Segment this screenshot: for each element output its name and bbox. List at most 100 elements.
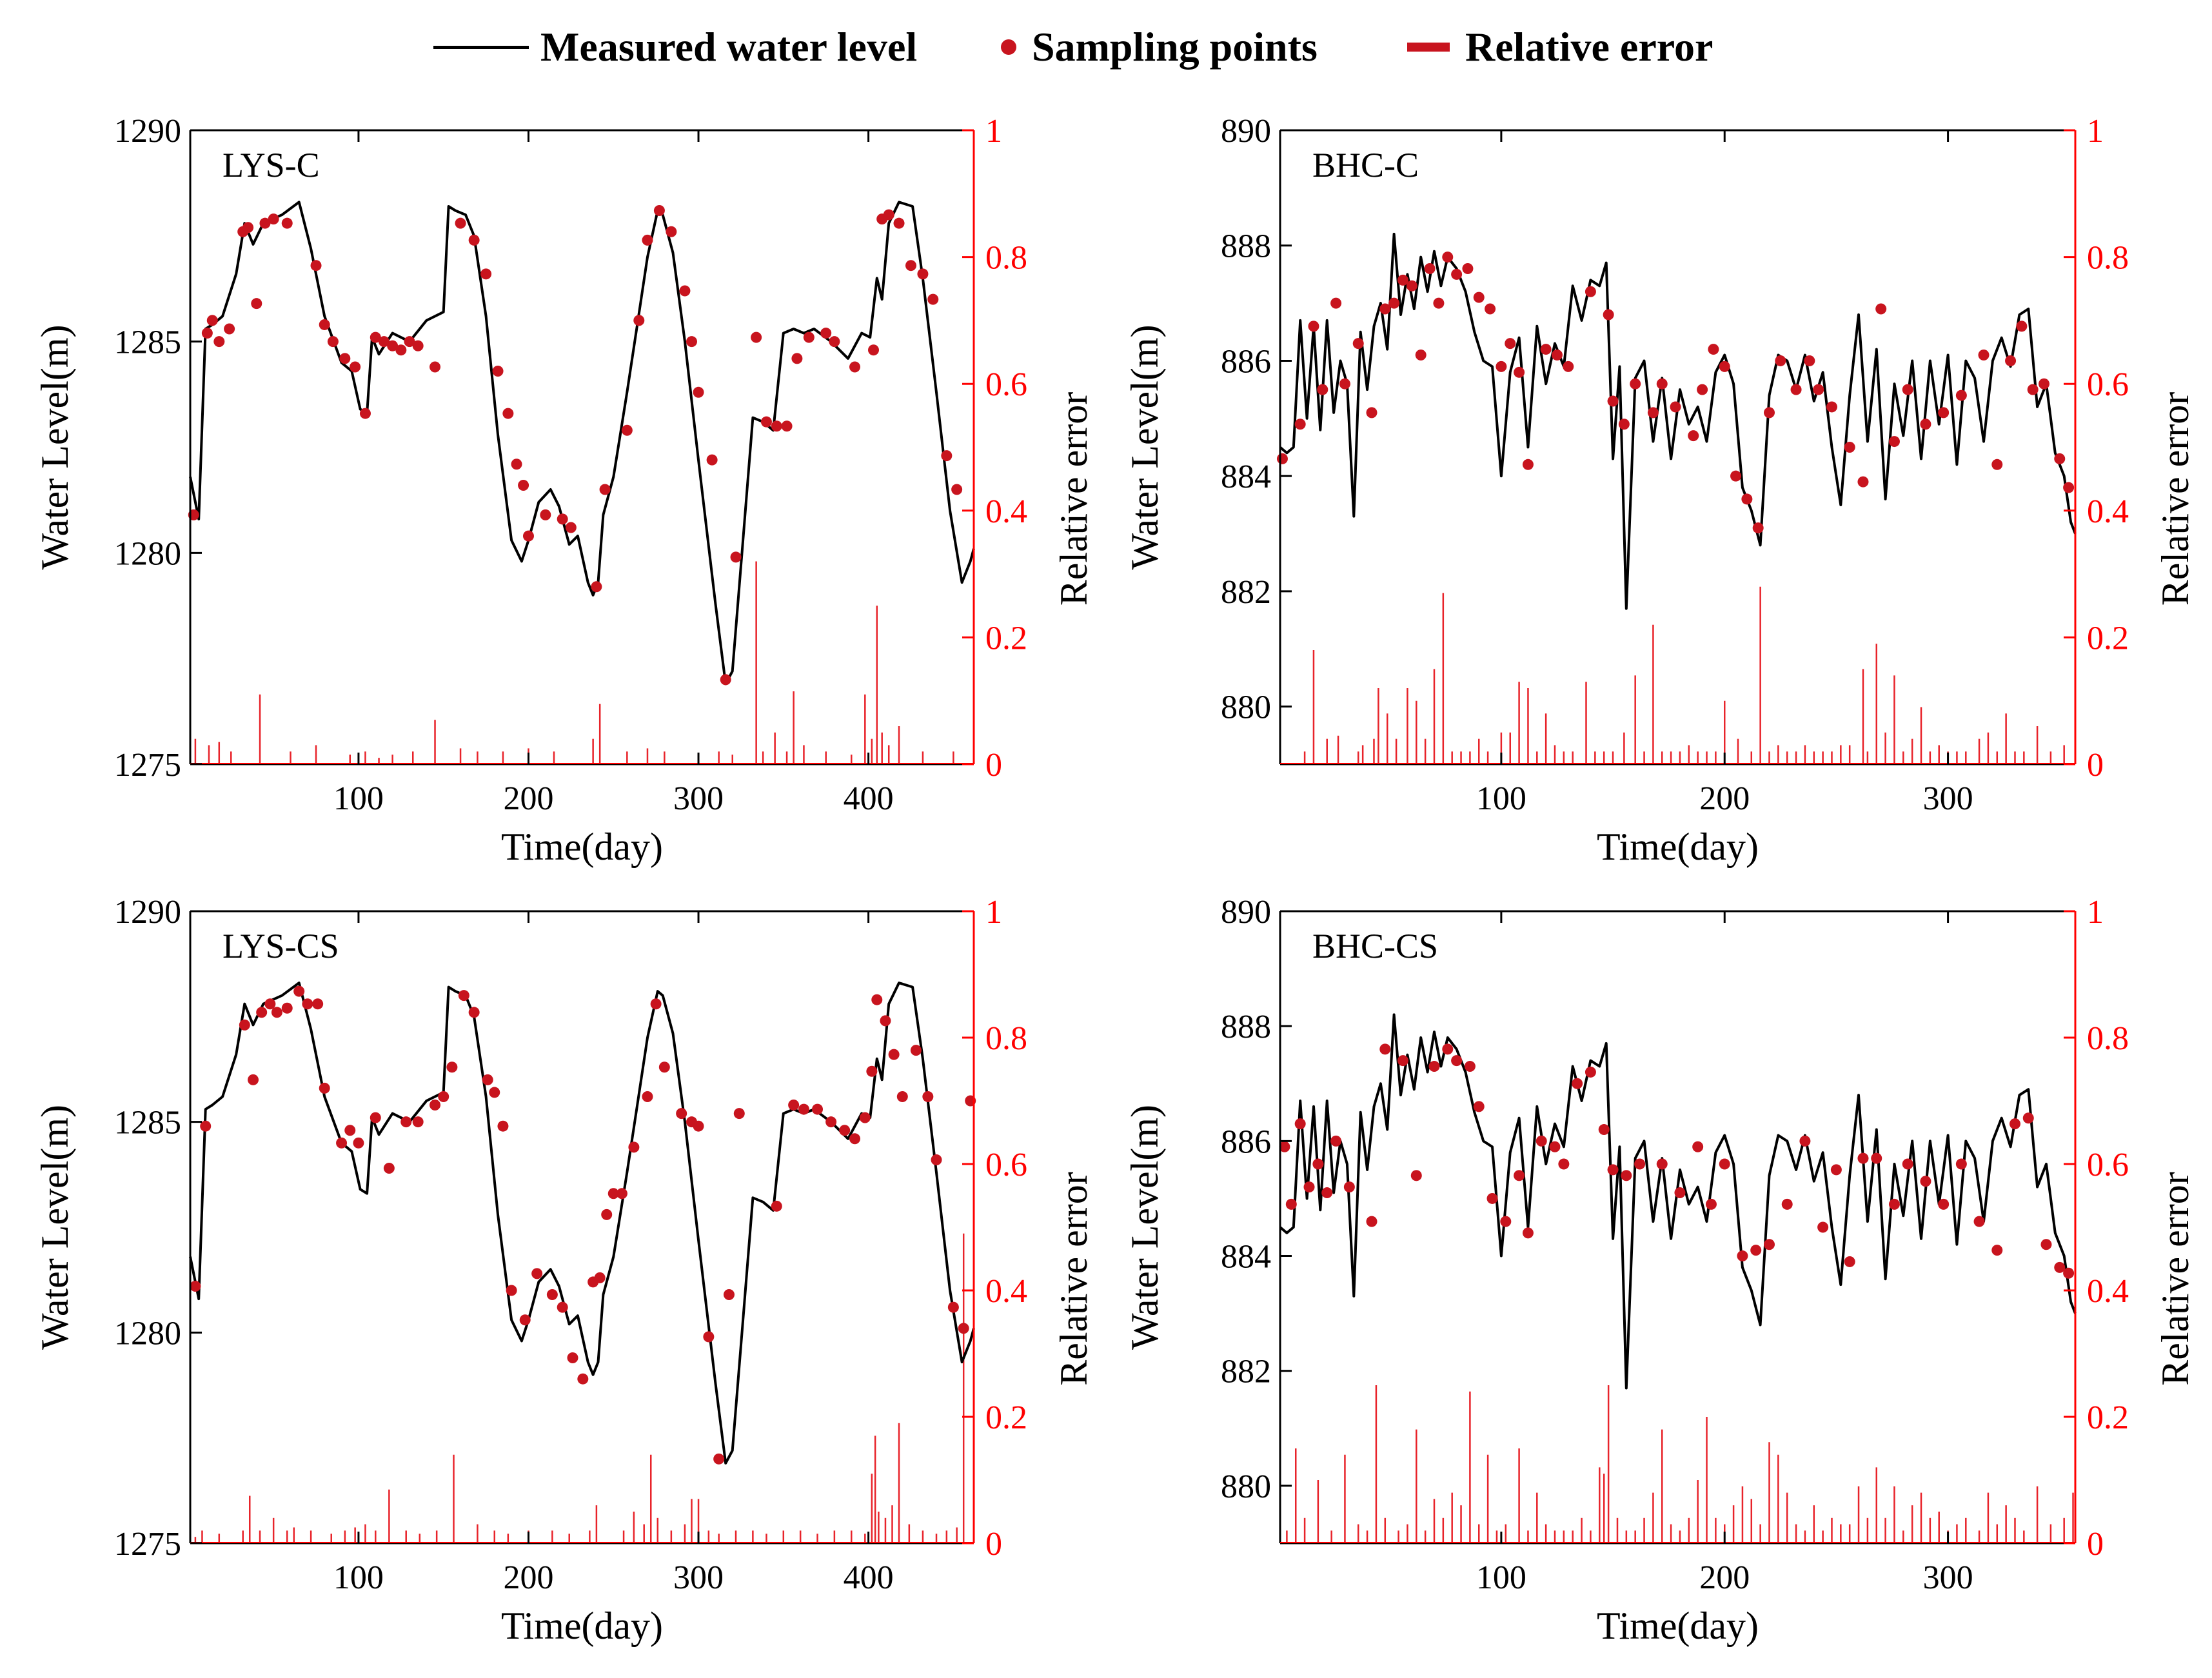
- y-axis-label: Water Level(m): [34, 325, 76, 570]
- sampling-point: [412, 340, 424, 351]
- sampling-point: [1424, 262, 1436, 274]
- sampling-point: [2016, 321, 2028, 332]
- sampling-point: [1708, 344, 1719, 355]
- chart-panel: 100 200 300 400 1275 1280 1285 1290 0 0.2 0.4 0.6 0.…: [34, 113, 1095, 868]
- sampling-point: [2063, 1267, 2075, 1279]
- sampling-point: [723, 1289, 735, 1301]
- sampling-point: [1692, 1141, 1704, 1152]
- y2-tick-label: 0.8: [2087, 1020, 2129, 1057]
- sampling-point: [1330, 1135, 1342, 1147]
- sampling-point: [1737, 1250, 1748, 1262]
- sampling-point: [1857, 1152, 1869, 1164]
- sampling-point: [339, 353, 351, 364]
- sampling-point: [1764, 407, 1775, 419]
- legend-item-sampling: Sampling points: [1001, 18, 1318, 76]
- sampling-point: [922, 1091, 934, 1102]
- sampling-point: [489, 1087, 500, 1098]
- sampling-point: [430, 1100, 441, 1111]
- panel-title: LYS-C: [222, 146, 320, 184]
- sampling-point: [412, 1116, 424, 1128]
- legend-item-measured: Measured water level: [433, 18, 917, 76]
- sampling-point: [268, 213, 279, 225]
- sampling-point: [607, 1188, 619, 1199]
- sampling-point: [1303, 1181, 1315, 1193]
- water-level-line: [1279, 1013, 2077, 1390]
- sampling-point: [1634, 1158, 1646, 1170]
- sampling-point: [1826, 401, 1837, 413]
- sampling-point: [206, 315, 218, 326]
- sampling-point: [713, 1453, 725, 1465]
- sampling-point: [893, 217, 905, 229]
- y2-tick-label: 0.4: [2087, 1273, 2129, 1310]
- sampling-point: [781, 420, 793, 432]
- panel-title: LYS-CS: [222, 927, 339, 965]
- sampling-point: [1973, 1216, 1985, 1227]
- y-tick-label: 890: [1221, 113, 1271, 150]
- sampling-point: [1486, 1192, 1498, 1204]
- sampling-point: [1844, 442, 1855, 453]
- sampling-point: [1379, 1043, 1391, 1055]
- chart-panel: 100 200 300 880 882 884 886 888 890 0 0.2 0.4 0.6 0.8…: [1123, 113, 2197, 868]
- x-tick-label: 200: [503, 1559, 553, 1596]
- sampling-point: [492, 366, 504, 377]
- sampling-point: [839, 1125, 851, 1136]
- sampling-point: [1563, 360, 1574, 372]
- sampling-point: [1991, 459, 2003, 470]
- sampling-point: [771, 1200, 782, 1212]
- sampling-point: [917, 268, 929, 280]
- sampling-point: [256, 1007, 268, 1018]
- sampling-point: [522, 530, 534, 542]
- y2-tick-label: 0.6: [2087, 1147, 2129, 1183]
- sampling-point: [791, 353, 803, 364]
- sampling-point: [506, 1285, 517, 1296]
- sampling-point: [859, 1112, 871, 1123]
- sampling-point: [1514, 1170, 1525, 1181]
- sampling-point: [430, 361, 441, 373]
- sampling-point: [621, 424, 633, 436]
- sampling-point: [395, 344, 407, 356]
- sampling-point: [1462, 262, 1474, 274]
- sampling-point: [1781, 1198, 1793, 1210]
- sampling-point: [1978, 350, 1990, 361]
- sampling-point: [1607, 1164, 1619, 1176]
- sampling-point: [751, 331, 762, 343]
- sampling-point: [693, 386, 704, 398]
- y-axis-label: Water Level(m): [1123, 325, 1166, 570]
- sampling-point: [310, 260, 322, 271]
- sampling-point: [1804, 355, 1815, 366]
- sampling-point: [825, 1116, 837, 1128]
- sampling-point: [642, 234, 653, 246]
- sampling-point: [359, 408, 371, 419]
- y2-tick-label: 1: [2087, 894, 2104, 931]
- sampling-point: [820, 328, 832, 339]
- x-tick-label: 100: [333, 780, 384, 817]
- sampling-point: [1844, 1256, 1855, 1267]
- chart-panel: 100 200 300 400 1275 1280 1285 1290 0 0.2 0.4 0.6 0.…: [34, 894, 1095, 1647]
- sampling-point: [951, 484, 963, 495]
- sampling-point: [871, 994, 883, 1005]
- sampling-point: [1473, 291, 1485, 303]
- sampling-point: [888, 1049, 900, 1060]
- sampling-point: [650, 998, 662, 1010]
- legend-dot-swatch: [1001, 39, 1016, 55]
- sampling-point: [958, 1323, 969, 1334]
- y-tick-label: 1290: [114, 894, 181, 931]
- x-tick-label: 200: [503, 780, 553, 817]
- sampling-point: [730, 551, 742, 563]
- sampling-point: [1730, 470, 1742, 482]
- sampling-point: [557, 1301, 568, 1313]
- sampling-point: [1294, 419, 1306, 430]
- sampling-point: [1955, 390, 1967, 401]
- x-tick-label: 100: [333, 1559, 384, 1596]
- sampling-point: [1410, 1170, 1422, 1181]
- sampling-point: [383, 1163, 395, 1174]
- sampling-point: [281, 1002, 293, 1014]
- y-tick-label: 882: [1221, 1354, 1271, 1390]
- y2-axis-label: Relative error: [1052, 1172, 1095, 1386]
- sampling-point: [370, 1112, 381, 1123]
- sampling-point: [2022, 1112, 2034, 1124]
- sampling-point: [1888, 436, 1900, 448]
- sampling-point: [1294, 1118, 1306, 1130]
